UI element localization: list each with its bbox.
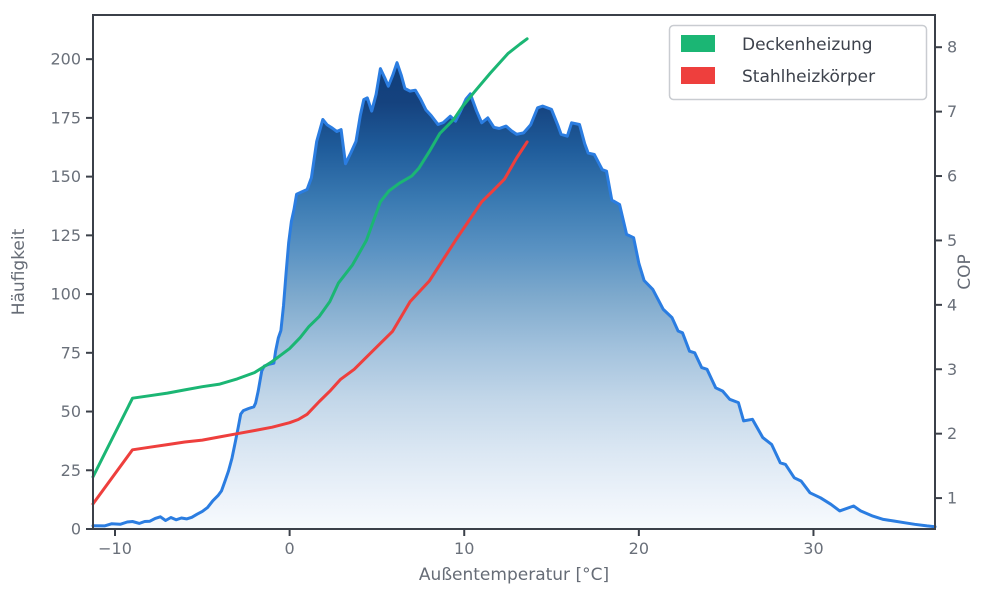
x-tick-label: 10 (454, 539, 474, 558)
y-right-tick-label: 2 (947, 424, 957, 443)
x-tick-label: 0 (285, 539, 295, 558)
legend-swatch-stahlheizkoerper (681, 67, 715, 84)
series-line-deckenheizung (91, 37, 529, 479)
legend: Deckenheizung Stahlheizkörper (668, 24, 928, 101)
y-left-tick-label: 100 (50, 285, 81, 304)
legend-label-deckenheizung: Deckenheizung (742, 35, 873, 55)
y-right-tick-label: 5 (947, 231, 957, 250)
y-right-tick-label: 8 (947, 38, 957, 57)
legend-swatch-deckenheizung (681, 35, 715, 52)
x-tick-label: −10 (98, 539, 132, 558)
y-left-tick-label: 150 (50, 167, 81, 186)
legend-box (668, 24, 928, 101)
x-axis-label: Außentemperatur [°C] (419, 565, 609, 585)
plot-layer (91, 37, 937, 529)
histogram-outline (91, 61, 937, 529)
y-right-tick-label: 3 (947, 360, 957, 379)
y-axis-label-right: COP (955, 254, 975, 290)
x-tick-label: 30 (803, 539, 823, 558)
y-right-tick-label: 7 (947, 102, 957, 121)
y-left-tick-label: 200 (50, 50, 81, 69)
plot-frame (92, 14, 936, 530)
y-left-tick-label: 125 (50, 226, 81, 245)
y-right-tick-label: 6 (947, 167, 957, 186)
y-axis-label-left: Häufigkeit (9, 228, 29, 315)
y-right-tick-label: 1 (947, 489, 957, 508)
legend-label-stahlheizkoerper: Stahlheizkörper (742, 67, 875, 87)
histogram-area (93, 62, 935, 529)
y-left-tick-label: 175 (50, 108, 81, 127)
x-tick-label: 20 (629, 539, 649, 558)
y-left-tick-label: 50 (61, 402, 81, 421)
series-line-stahlheizkrper (91, 140, 529, 506)
y-left-tick-label: 75 (61, 343, 81, 362)
y-left-tick-label: 0 (71, 520, 81, 539)
axes-layer: −10 0 10 20 30 0 25 50 75 100 125 150 175 200 1 2 3 4 5 6 7 8 (50, 14, 957, 558)
y-left-tick-label: 25 (61, 461, 81, 480)
y-right-tick-label: 4 (947, 295, 957, 314)
